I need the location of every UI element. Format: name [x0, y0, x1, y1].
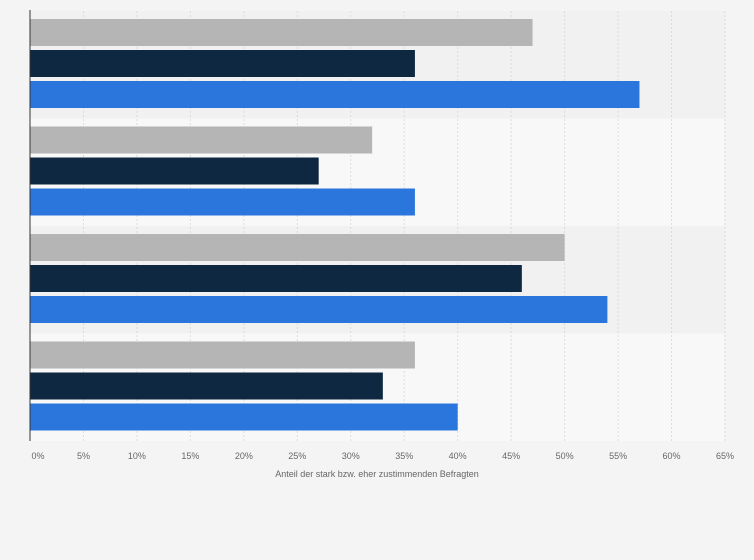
x-tick-label: 65%	[716, 451, 734, 461]
x-tick-label: 30%	[342, 451, 360, 461]
x-tick-label: 15%	[181, 451, 199, 461]
x-tick-label: 40%	[449, 451, 467, 461]
bar	[30, 50, 415, 77]
x-tick-label: 60%	[663, 451, 681, 461]
x-tick-label: 0%	[31, 451, 44, 461]
bar	[30, 81, 640, 108]
x-tick-label: 45%	[502, 451, 520, 461]
x-axis-label: Anteil der stark bzw. eher zustimmenden …	[275, 469, 479, 479]
x-tick-label: 25%	[288, 451, 306, 461]
bar	[30, 188, 415, 216]
bar	[30, 403, 458, 431]
bar	[30, 126, 373, 154]
bar	[30, 157, 319, 185]
bar	[30, 296, 608, 323]
bar	[30, 265, 522, 292]
bar	[30, 372, 383, 400]
bar	[30, 234, 565, 261]
x-tick-label: 5%	[77, 451, 90, 461]
x-tick-label: 20%	[235, 451, 253, 461]
x-tick-label: 10%	[128, 451, 146, 461]
bar	[30, 341, 415, 369]
x-tick-label: 50%	[556, 451, 574, 461]
x-tick-label: 35%	[395, 451, 413, 461]
bar	[30, 19, 533, 46]
x-tick-label: 55%	[609, 451, 627, 461]
